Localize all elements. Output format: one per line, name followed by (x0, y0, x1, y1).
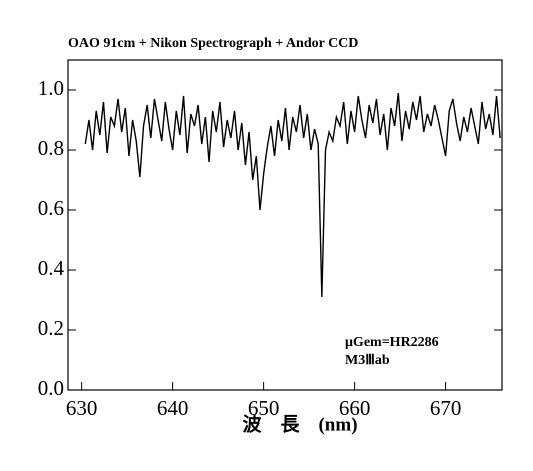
chart-title: OAO 91cm + Nikon Spectrograph + Andor CC… (68, 36, 358, 51)
y-tick-label: 0.0 (38, 376, 64, 400)
y-tick-label: 0.2 (38, 316, 64, 340)
annotation: M3Ⅲab (345, 353, 390, 368)
x-axis-label: 波 長 (nm) (242, 412, 357, 435)
x-tick-label: 630 (66, 396, 98, 420)
x-tick-label: 650 (248, 396, 280, 420)
y-tick-label: 0.6 (38, 196, 64, 220)
annotation: μGem=HR2286 (345, 335, 439, 350)
y-tick-label: 0.8 (38, 136, 64, 160)
spectrum-line (84, 92, 501, 298)
x-tick-label: 660 (339, 396, 371, 420)
x-tick-label: 670 (430, 396, 462, 420)
y-tick-label: 1.0 (38, 76, 64, 100)
x-tick-label: 640 (157, 396, 189, 420)
plot-frame (67, 59, 503, 391)
y-tick-label: 0.4 (38, 256, 65, 280)
